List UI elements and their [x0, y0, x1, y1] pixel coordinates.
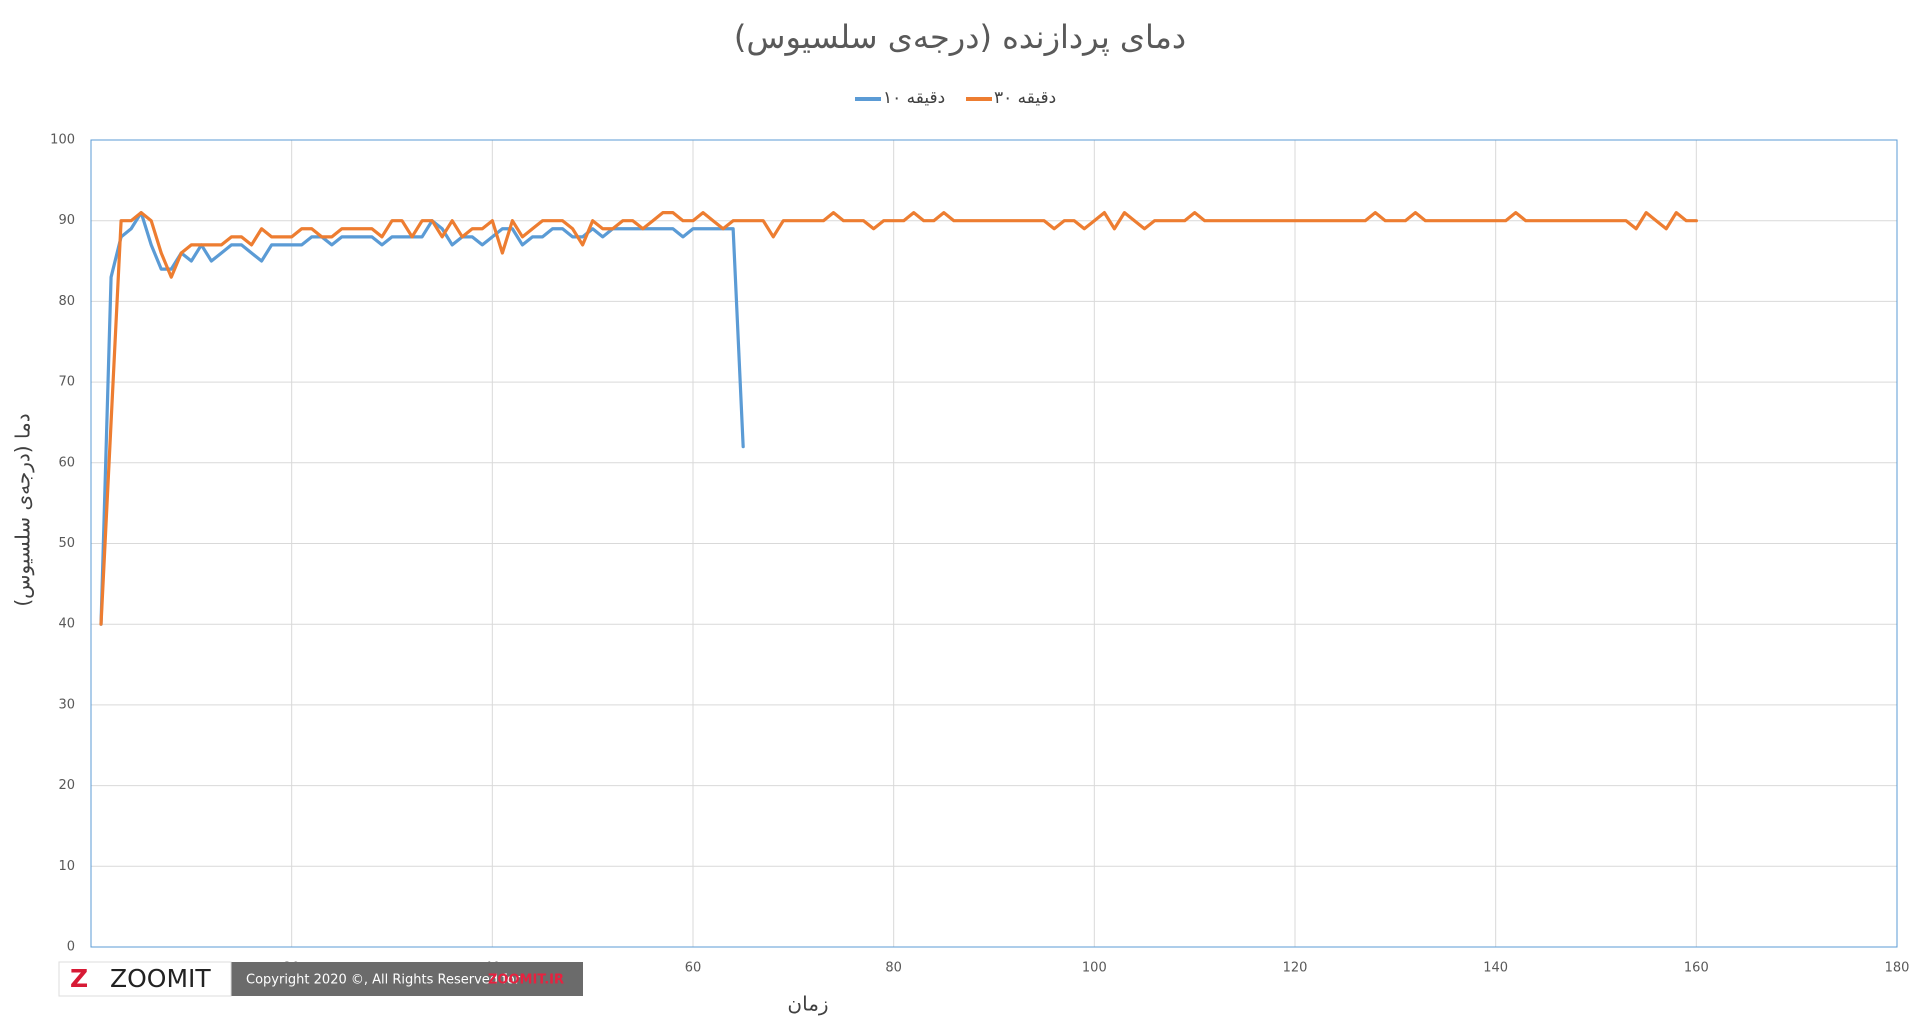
- x-tick-label: 100: [1082, 961, 1107, 976]
- legend: ۱۰ دقیقه ۳۰ دقیقه: [855, 88, 1056, 108]
- y-tick-label: 80: [58, 294, 75, 309]
- x-tick-label: 120: [1283, 961, 1308, 976]
- y-tick-label: 90: [58, 213, 75, 228]
- x-tick-label: 140: [1483, 961, 1508, 976]
- legend-label: ۳۰ دقیقه: [994, 88, 1056, 108]
- y-tick-label: 0: [67, 940, 75, 955]
- watermark-copyright: Copyright 2020 ©, All Rights Reserved fo…: [246, 973, 521, 988]
- legend-label: ۱۰ دقیقه: [883, 88, 945, 108]
- series-line: [99, 211, 1698, 626]
- watermark-site: ZOOMIT.IR: [488, 973, 564, 988]
- y-tick-label: 30: [58, 697, 75, 712]
- x-tick-label: 80: [885, 961, 902, 976]
- y-axis-title: دما (درجه‌ی سلسیوس): [11, 413, 35, 606]
- y-tick-label: 10: [58, 859, 75, 874]
- plot-area: 0102030405060708090100020406080100120140…: [50, 133, 1909, 976]
- watermark-mark: Z: [70, 964, 88, 993]
- watermark: Z ZOOMIT Copyright 2020 ©, All Rights Re…: [58, 961, 583, 997]
- series-line: [99, 211, 745, 626]
- x-tick-label: 160: [1684, 961, 1709, 976]
- x-tick-label: 180: [1885, 961, 1910, 976]
- y-tick-label: 60: [58, 455, 75, 470]
- y-tick-label: 70: [58, 375, 75, 390]
- y-tick-label: 50: [58, 536, 75, 551]
- chart-title: دمای پردازنده (درجه‌ی سلسیوس): [734, 18, 1186, 56]
- watermark-logo: ZOOMIT: [110, 964, 211, 993]
- x-axis-title: زمان: [787, 992, 828, 1016]
- y-tick-label: 20: [58, 778, 75, 793]
- watermark-logo-bg: [58, 961, 232, 997]
- y-tick-label: 100: [50, 133, 75, 148]
- y-tick-label: 40: [58, 617, 75, 632]
- x-tick-label: 60: [685, 961, 702, 976]
- plot-border: [90, 139, 1898, 948]
